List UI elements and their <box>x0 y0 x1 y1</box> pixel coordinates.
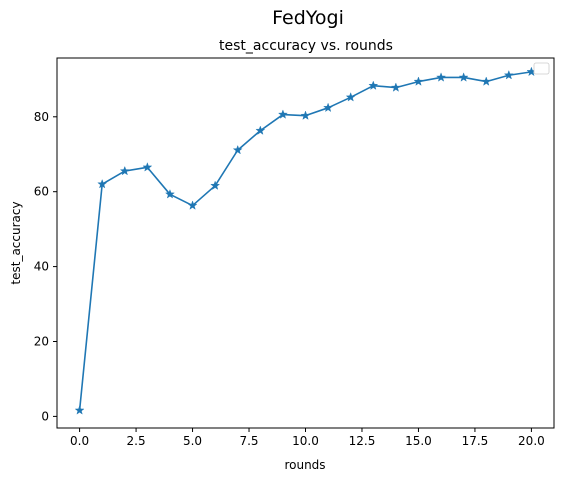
x-axis-ticks: 0.0 2.5 5.0 7.5 10.0 12.5 15.0 17.5 20.0 <box>70 428 545 448</box>
y-tick-label: 60 <box>34 185 49 199</box>
data-point <box>187 200 198 210</box>
data-point <box>436 72 446 82</box>
y-axis-ticks: 0 20 40 60 80 <box>34 110 57 423</box>
y-tick-label: 40 <box>34 260 49 274</box>
y-tick-label: 80 <box>34 110 49 124</box>
data-point <box>210 180 221 190</box>
x-tick-label: 15.0 <box>405 434 432 448</box>
legend-box <box>533 62 550 75</box>
data-point <box>345 92 356 102</box>
axes-frame <box>56 57 555 429</box>
y-tick-label: 20 <box>34 334 49 348</box>
x-tick-label: 0.0 <box>70 434 89 448</box>
x-tick-label: 17.5 <box>462 434 489 448</box>
data-point <box>97 179 108 189</box>
data-point <box>277 109 288 119</box>
x-axis-label: rounds <box>284 458 325 472</box>
chart-title: test_accuracy vs. rounds <box>219 38 393 54</box>
data-point <box>232 144 243 155</box>
x-tick-label: 12.5 <box>349 434 376 448</box>
x-tick-label: 20.0 <box>518 434 545 448</box>
x-tick-label: 10.0 <box>292 434 319 448</box>
data-point <box>255 125 266 135</box>
data-point <box>458 72 469 82</box>
data-point <box>323 102 334 113</box>
data-point <box>142 162 153 172</box>
data-point <box>165 189 175 199</box>
data-point <box>368 80 379 90</box>
data-point <box>74 405 85 415</box>
data-point <box>119 165 130 176</box>
x-tick-label: 5.0 <box>183 434 202 448</box>
data-point <box>300 110 311 120</box>
x-tick-label: 2.5 <box>127 434 146 448</box>
figure-suptitle: FedYogi <box>272 7 344 29</box>
data-point <box>503 70 514 80</box>
data-point <box>413 76 424 86</box>
y-axis-label: test_accuracy <box>9 201 23 284</box>
data-point <box>390 82 401 92</box>
x-tick-label: 7.5 <box>239 434 258 448</box>
data-point <box>481 76 492 86</box>
y-tick-label: 0 <box>41 409 49 423</box>
plot-area <box>74 66 537 415</box>
